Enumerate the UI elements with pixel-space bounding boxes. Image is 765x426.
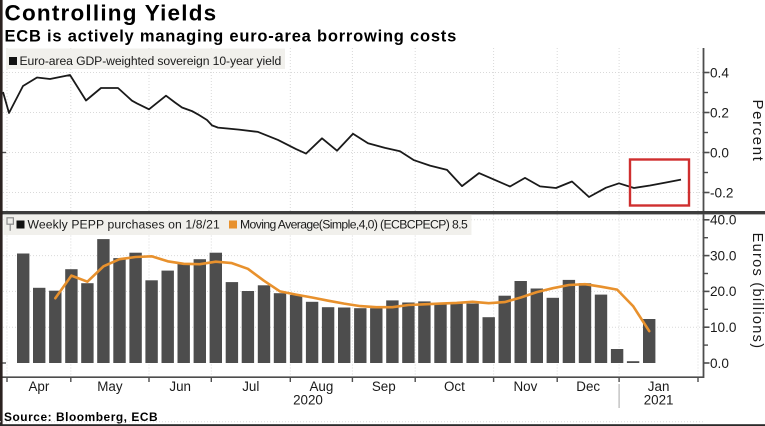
svg-text:2020: 2020 <box>293 393 323 408</box>
svg-text:0.2: 0.2 <box>710 105 729 120</box>
svg-text:Apr: Apr <box>28 379 49 394</box>
svg-text:-0.2: -0.2 <box>710 185 733 200</box>
svg-text:0.0: 0.0 <box>710 356 729 371</box>
svg-text:ECB is actively managing euro-: ECB is actively managing euro-area borro… <box>5 28 458 46</box>
svg-text:May: May <box>97 379 123 394</box>
svg-text:Source: Bloomberg, ECB: Source: Bloomberg, ECB <box>4 410 158 424</box>
svg-text:Oct: Oct <box>444 379 465 394</box>
svg-text:0.4: 0.4 <box>710 65 729 80</box>
svg-text:Controlling Yields: Controlling Yields <box>5 1 218 26</box>
svg-text:Moving Average(Simple,4,0) (EC: Moving Average(Simple,4,0) (ECBCPECP) 8.… <box>240 218 468 232</box>
svg-text:Weekly PEPP purchases on 1/8/2: Weekly PEPP purchases on 1/8/21 <box>28 218 220 232</box>
svg-text:Euro-area GDP-weighted soverei: Euro-area GDP-weighted sovereign 10-year… <box>20 54 282 68</box>
svg-text:Sep: Sep <box>372 379 396 394</box>
svg-text:Dec: Dec <box>576 379 600 394</box>
svg-text:10.0: 10.0 <box>710 320 737 335</box>
svg-text:Euros (billions): Euros (billions) <box>749 233 765 350</box>
svg-text:0.0: 0.0 <box>710 145 729 160</box>
svg-text:Aug: Aug <box>309 379 333 394</box>
svg-text:30.0: 30.0 <box>710 248 737 263</box>
svg-text:Jul: Jul <box>242 379 259 394</box>
svg-text:Percent: Percent <box>749 100 765 163</box>
svg-text:Jan: Jan <box>648 379 670 394</box>
svg-text:2021: 2021 <box>644 393 674 408</box>
svg-text:Jun: Jun <box>169 379 191 394</box>
svg-text:20.0: 20.0 <box>710 284 737 299</box>
svg-text:40.0: 40.0 <box>710 213 737 228</box>
svg-text:Nov: Nov <box>513 379 537 394</box>
